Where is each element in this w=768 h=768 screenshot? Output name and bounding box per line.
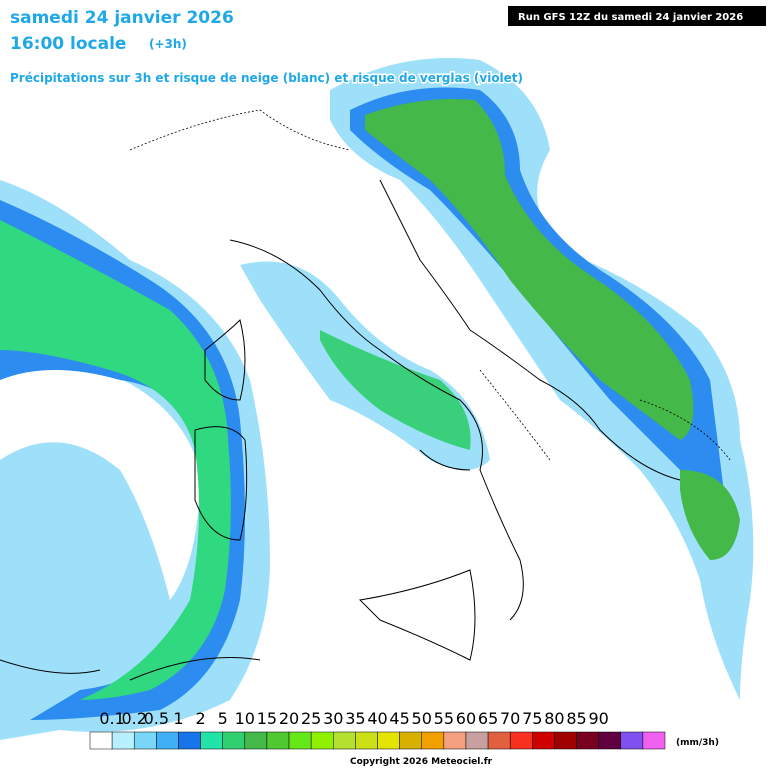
legend-label: 1 — [173, 709, 183, 728]
legend: 0.10.20.5 1 2 5 10 15 20 25 30 35 40 45 50 55 60 65 70 75… — [89, 709, 666, 750]
legend-swatch — [487, 731, 511, 750]
legend-swatch — [443, 731, 467, 750]
legend-label: 25 — [301, 709, 321, 728]
legend-swatch — [133, 731, 157, 750]
legend-label: 50 — [412, 709, 432, 728]
run: Run GFS 12Z du samedi 24 janvier 2026 — [518, 12, 743, 23]
legend-swatch — [532, 731, 555, 750]
legend-label: 90 — [588, 709, 608, 728]
copyright: Copyright 2026 Meteociel.fr — [350, 757, 493, 767]
run-box — [508, 6, 766, 26]
legend-label: 80 — [544, 709, 564, 728]
legend-label: 10 — [235, 709, 255, 728]
legend-label: 65 — [478, 709, 498, 728]
legend-label: 20 — [279, 709, 299, 728]
legend-label: 35 — [345, 709, 365, 728]
legend-swatch — [111, 731, 135, 750]
legend-swatch — [355, 731, 378, 750]
legend-swatch — [244, 731, 268, 750]
legend-label: 75 — [522, 709, 542, 728]
date: samedi 24 janvier 2026 — [10, 8, 234, 28]
legend-swatch — [399, 731, 422, 750]
legend-label: 30 — [323, 709, 343, 728]
legend-swatch — [89, 731, 113, 750]
offset: (+3h) — [149, 37, 187, 51]
legend-swatch — [554, 731, 577, 750]
legend-label: 5 — [218, 709, 228, 728]
legend-swatch — [465, 731, 489, 750]
legend-swatch — [421, 731, 445, 750]
legend-swatch — [178, 731, 201, 750]
legend-swatch — [200, 731, 223, 750]
legend-label: 45 — [389, 709, 409, 728]
legend-swatch — [576, 731, 599, 750]
legend-label: 0.5 — [144, 709, 169, 728]
legend-label: 70 — [500, 709, 520, 728]
legend-unit: (mm/3h) — [676, 738, 719, 748]
legend-swatch — [598, 731, 622, 750]
legend-swatch — [266, 731, 290, 750]
legend-label: 0.2 — [122, 709, 147, 728]
legend-label: 40 — [367, 709, 387, 728]
legend-swatch — [377, 731, 400, 750]
legend-label: 15 — [257, 709, 277, 728]
subtitle: Précipitations sur 3h et risque de neige… — [10, 71, 523, 85]
legend-swatch — [222, 731, 246, 750]
legend-swatch — [310, 731, 334, 750]
legend-swatch — [509, 731, 533, 750]
legend-swatch — [620, 731, 644, 750]
legend-swatch — [333, 731, 356, 750]
time: 16:00 locale — [10, 34, 126, 54]
legend-swatch — [642, 731, 666, 750]
legend-label: 2 — [195, 709, 205, 728]
precip-zones — [0, 58, 754, 740]
legend-label: 85 — [566, 709, 586, 728]
legend-swatch — [156, 731, 179, 750]
coastlines — [0, 109, 731, 681]
legend-label: 55 — [434, 709, 454, 728]
legend-label: 60 — [456, 709, 476, 728]
legend-label: 0.1 — [99, 709, 124, 728]
legend-swatch — [288, 731, 312, 750]
